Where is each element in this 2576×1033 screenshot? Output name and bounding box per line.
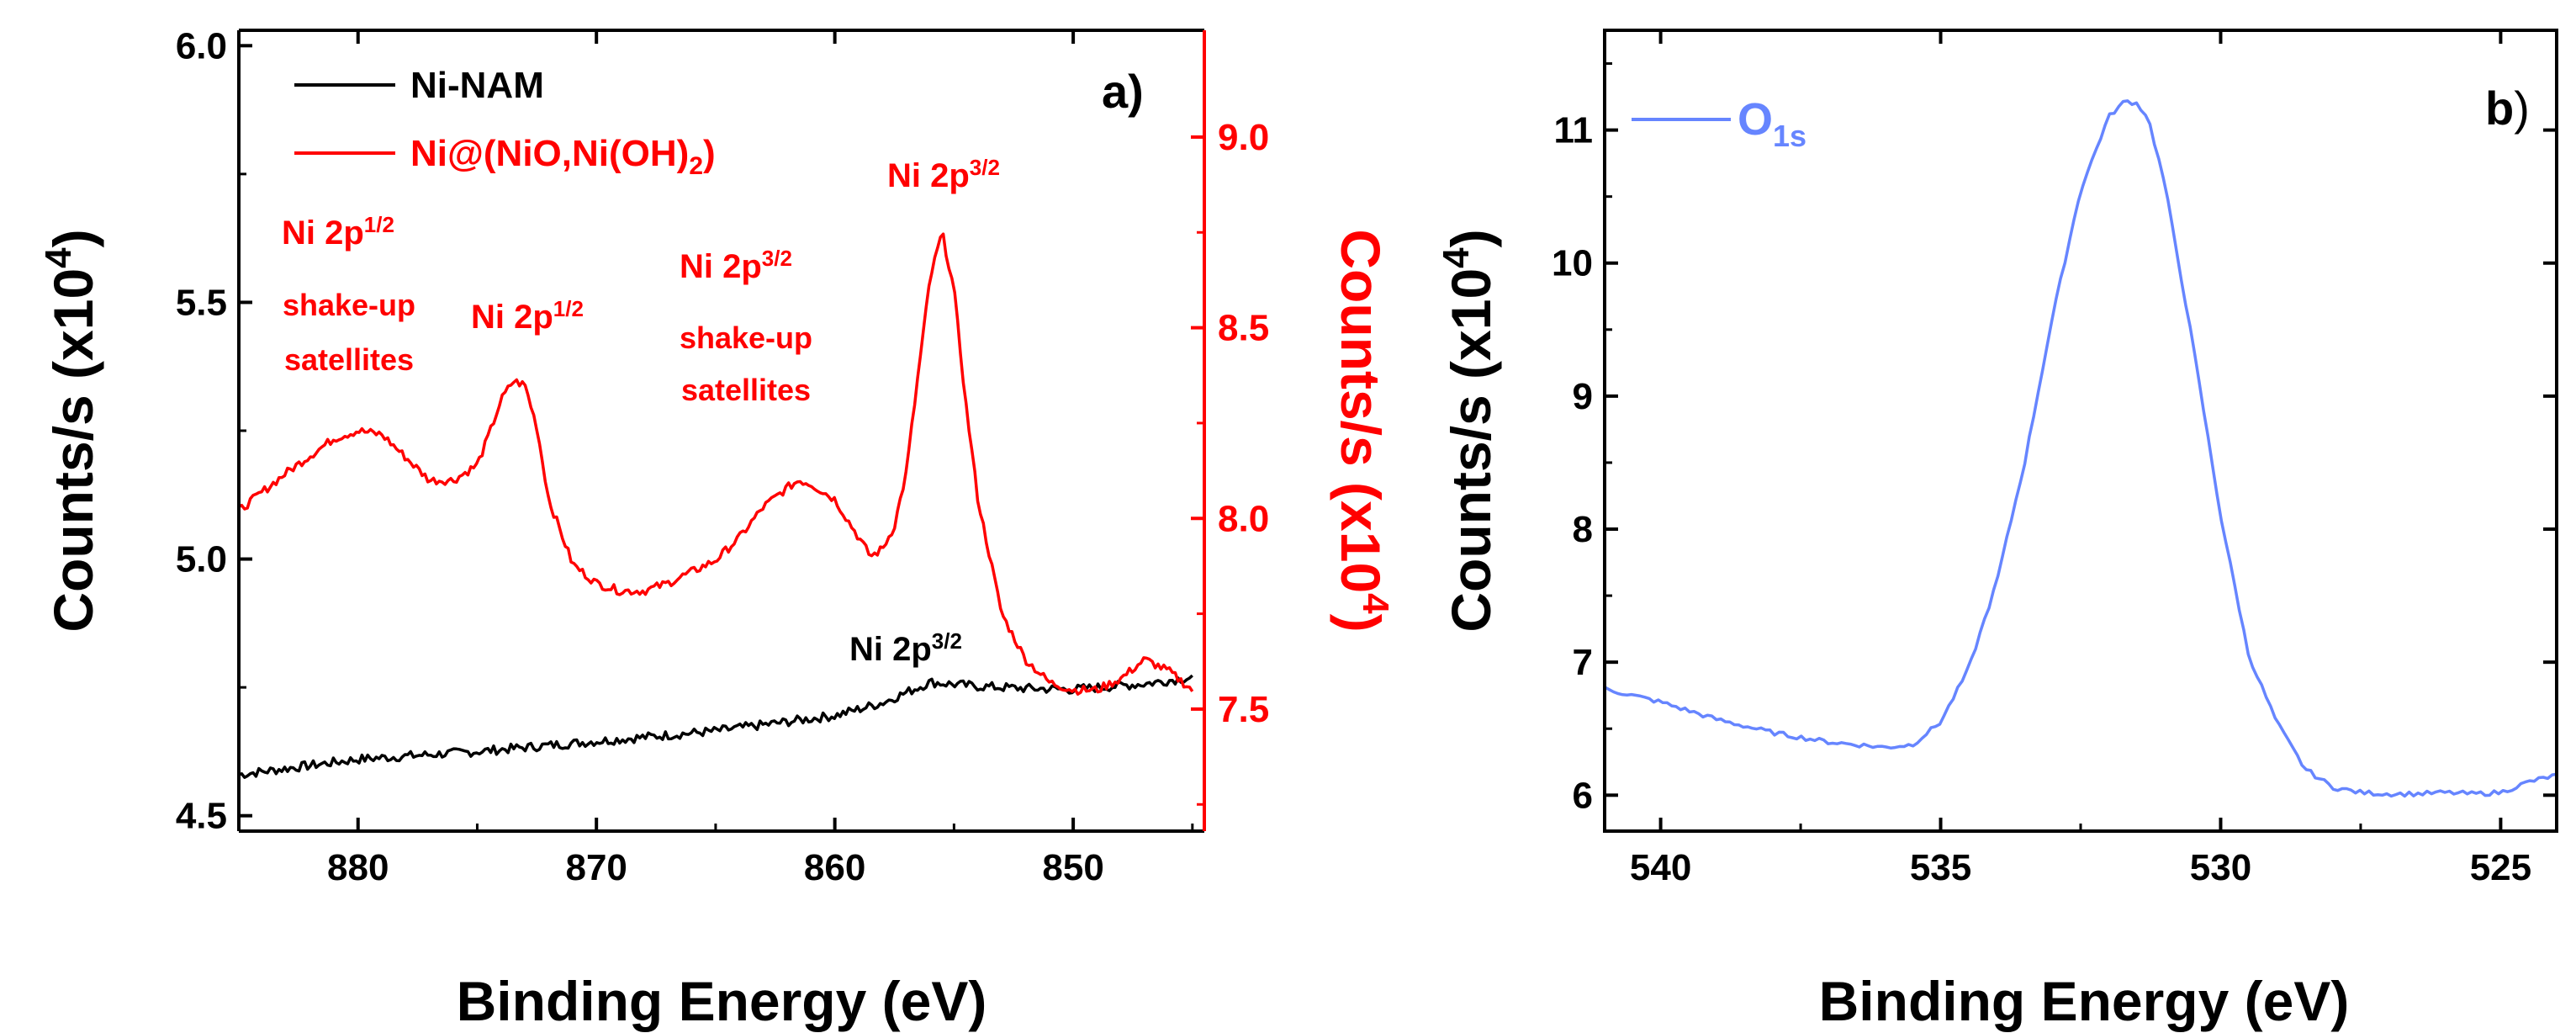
y-tick-label-right: 8.0 bbox=[1218, 498, 1269, 539]
y-tick-label-right: 8.5 bbox=[1218, 308, 1269, 349]
svg-text:Ni 2p3/2: Ni 2p3/2 bbox=[680, 246, 792, 285]
y-tick-label: 7 bbox=[1573, 642, 1593, 683]
panel-b-legend: O1s bbox=[1632, 94, 1806, 153]
panel-b-plot-area bbox=[1605, 99, 2557, 798]
svg-text:shake-up: shake-up bbox=[283, 288, 415, 322]
panel-a-legend: Ni-NAM Ni@(NiO,Ni(OH)2) bbox=[294, 65, 716, 180]
x-tick-label: 530 bbox=[2190, 847, 2251, 888]
x-tick-label: 860 bbox=[804, 847, 865, 888]
annotation-main-2p32: Ni 2p3/2 bbox=[887, 155, 1000, 194]
panel-b-y-label: Counts/s (x104) bbox=[1436, 229, 1502, 632]
panel-b-label: b) bbox=[2485, 82, 2530, 135]
x-tick-label: 880 bbox=[327, 847, 389, 888]
x-tick-label: 525 bbox=[2470, 847, 2531, 888]
svg-text:Ni 2p1/2: Ni 2p1/2 bbox=[282, 212, 394, 252]
y-tick-label: 10 bbox=[1552, 243, 1593, 284]
legend-label-ni-nam: Ni-NAM bbox=[410, 65, 544, 106]
panel-a-y-ticks-left: 4.5 5.0 5.5 6.0 bbox=[176, 25, 252, 837]
svg-text:shake-up: shake-up bbox=[680, 320, 812, 355]
x-tick-label: 870 bbox=[565, 847, 627, 888]
panel-b-x-ticks: 540 535 530 525 bbox=[1630, 30, 2531, 888]
panel-a-plot-area bbox=[239, 232, 1194, 779]
panel-b: 540 535 530 525 6 7 8 9 10 11 O1s b) Binding Ene… bbox=[1436, 29, 2558, 1032]
panel-a-y-label-right: Counts/s (x104) bbox=[1330, 229, 1396, 632]
panel-a-x-label: Binding Energy (eV) bbox=[457, 970, 987, 1032]
y-tick-label: 11 bbox=[1553, 110, 1593, 151]
panel-b-y-ticks: 6 7 8 9 10 11 bbox=[1552, 62, 2557, 816]
y-tick-label-left: 4.5 bbox=[176, 796, 227, 837]
panel-a-y-label-left: Counts/s (x104) bbox=[38, 229, 104, 632]
y-tick-label: 9 bbox=[1573, 376, 1593, 417]
x-tick-label: 540 bbox=[1630, 847, 1691, 888]
svg-text:satellites: satellites bbox=[284, 342, 414, 377]
panel-a-y-ticks-right: 7.5 8.0 8.5 9.0 bbox=[1191, 117, 1269, 806]
series-line-o1s bbox=[1605, 99, 2557, 798]
legend-label-ni-oxide: Ni@(NiO,Ni(OH)2) bbox=[410, 133, 716, 180]
legend-label-o1s: O1s bbox=[1738, 94, 1806, 153]
panel-a-label: a) bbox=[1102, 65, 1144, 118]
y-tick-label-left: 5.5 bbox=[176, 282, 227, 323]
annotation-2p12: Ni 2p1/2 bbox=[471, 296, 584, 336]
y-tick-label: 8 bbox=[1573, 509, 1593, 550]
annotation-sat-2p32: Ni 2p3/2 shake-up satellites bbox=[680, 246, 812, 407]
series-line-ni-nam bbox=[239, 674, 1193, 779]
annotation-sat-2p12: Ni 2p1/2 shake-up satellites bbox=[282, 212, 415, 377]
x-tick-label: 535 bbox=[1910, 847, 1971, 888]
y-tick-label-right: 9.0 bbox=[1218, 117, 1269, 158]
annotation-ni-nam-2p32: Ni 2p3/2 bbox=[849, 628, 962, 668]
series-line-ni-oxide bbox=[239, 232, 1194, 696]
svg-text:satellites: satellites bbox=[681, 373, 811, 407]
panel-b-x-label: Binding Energy (eV) bbox=[1819, 970, 2350, 1032]
y-tick-label-right: 7.5 bbox=[1218, 689, 1269, 730]
panel-a: 880 870 860 850 4.5 5.0 5.5 6.0 7.5 8.0 8.5 9.0 N… bbox=[38, 25, 1396, 1032]
y-tick-label-left: 6.0 bbox=[176, 25, 227, 66]
panel-a-x-ticks: 880 870 860 850 bbox=[237, 30, 1194, 888]
x-tick-label: 850 bbox=[1042, 847, 1103, 888]
panel-b-frame bbox=[1603, 29, 2558, 833]
y-tick-label-left: 5.0 bbox=[176, 539, 227, 580]
y-tick-label: 6 bbox=[1573, 775, 1593, 816]
